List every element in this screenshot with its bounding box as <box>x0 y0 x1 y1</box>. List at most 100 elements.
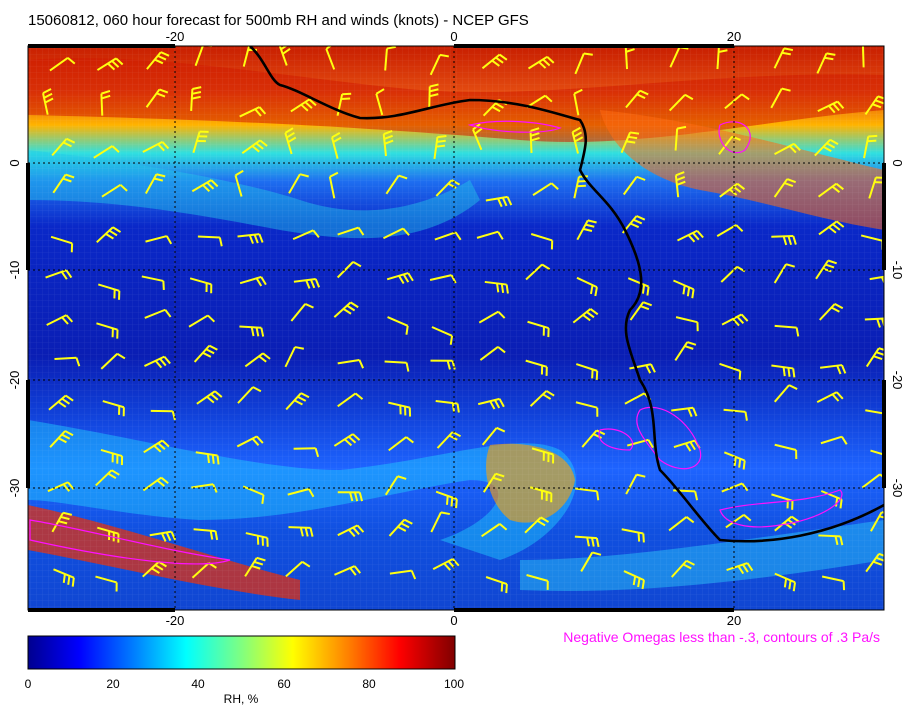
wind-barb <box>96 226 122 243</box>
lon-tick-top-3: 20 <box>727 29 741 44</box>
lon-tick-top-1: -20 <box>166 29 185 44</box>
wind-barb <box>865 552 884 573</box>
wind-barb <box>97 283 121 300</box>
wind-barb <box>627 277 650 296</box>
wind-barb <box>95 469 120 487</box>
colorbar-tick-0: 0 <box>25 677 32 691</box>
wind-barb <box>384 360 410 372</box>
wind-barb <box>721 482 749 493</box>
wind-barb <box>42 88 54 115</box>
wind-barb <box>239 106 267 118</box>
wind-barb <box>290 303 314 322</box>
wind-barb <box>572 308 599 324</box>
wind-barb <box>192 130 209 154</box>
wind-barb <box>720 265 746 283</box>
wind-barb <box>724 93 750 110</box>
wind-barb <box>526 574 549 590</box>
wind-barb <box>388 436 414 452</box>
wind-barb <box>576 276 598 297</box>
wind-barb <box>429 274 457 284</box>
wind-barb <box>46 314 74 326</box>
wind-barb <box>292 229 320 241</box>
wind-barb <box>193 344 218 363</box>
omega-contours <box>29 120 843 565</box>
wind-barb <box>574 535 600 548</box>
wind-barb <box>49 430 74 448</box>
wind-barb <box>621 528 645 543</box>
wind-barb <box>573 88 583 116</box>
wind-barb <box>242 485 265 504</box>
wind-barb <box>384 46 396 71</box>
wind-barb <box>96 57 124 71</box>
wind-barb <box>670 559 695 578</box>
wind-barb <box>191 179 219 193</box>
wind-barb <box>51 137 76 157</box>
omega-note: Negative Omegas less than -.3, contours … <box>563 629 880 645</box>
wind-barb <box>674 171 686 198</box>
wind-barb <box>674 125 687 151</box>
wind-barb <box>774 324 800 337</box>
wind-barb <box>433 134 447 160</box>
wind-barb <box>816 52 836 74</box>
wind-barbs <box>42 46 884 594</box>
wind-barb <box>239 275 267 287</box>
wind-barb <box>719 362 742 381</box>
wind-barb <box>432 558 460 571</box>
wind-barb <box>625 89 649 109</box>
wind-barb <box>571 126 584 154</box>
wind-barb <box>244 556 266 577</box>
wind-barb <box>328 171 339 199</box>
colorbar-tick-80: 80 <box>362 677 376 691</box>
wind-barb <box>773 178 797 198</box>
coastline <box>249 46 884 543</box>
wind-barb <box>576 219 597 241</box>
lat-tick-left-3: -20 <box>7 371 22 390</box>
wind-barb <box>431 326 454 345</box>
wind-barb <box>870 449 884 456</box>
wind-barb <box>429 53 450 76</box>
wind-barb <box>820 435 848 445</box>
wind-barb <box>189 277 213 294</box>
wind-barb <box>245 532 269 547</box>
wind-barb <box>95 575 118 592</box>
wind-barb <box>387 316 409 335</box>
wind-barb <box>814 138 839 157</box>
wind-barb <box>435 179 461 197</box>
wind-barb <box>50 235 74 253</box>
wind-barb <box>525 263 551 281</box>
wind-barb <box>481 523 508 538</box>
wind-barb <box>337 524 365 538</box>
wind-barb <box>818 220 845 236</box>
wind-barb <box>861 46 865 68</box>
wind-barb <box>389 569 417 580</box>
wind-barb <box>725 514 752 529</box>
wind-barb <box>677 229 704 243</box>
wind-barb <box>575 363 599 380</box>
wind-barb <box>382 130 394 157</box>
wind-barb <box>435 400 460 413</box>
wind-barb <box>195 451 220 465</box>
wind-barb <box>333 301 359 318</box>
wind-barb <box>53 568 75 587</box>
wind-barb <box>336 92 352 116</box>
wind-barb <box>142 476 169 492</box>
wind-barb <box>629 363 656 374</box>
wind-barb <box>434 231 462 241</box>
colorbar-tick-20: 20 <box>106 677 120 691</box>
wind-barb <box>237 386 262 404</box>
wind-barb <box>145 88 169 108</box>
wind-barb <box>620 131 640 154</box>
wind-barb <box>47 481 75 493</box>
wind-barb <box>293 277 321 289</box>
wind-barb <box>430 511 451 533</box>
wind-barb <box>675 316 699 332</box>
wind-barb <box>815 259 837 280</box>
wind-barb <box>430 359 456 370</box>
wind-barb <box>481 53 508 70</box>
wind-barb <box>817 182 844 198</box>
lat-tick-right-2: -10 <box>890 261 905 280</box>
wind-barb <box>386 272 414 285</box>
wind-barb <box>774 572 797 592</box>
wind-barb <box>527 55 555 70</box>
colorbar-tick-40: 40 <box>191 677 205 691</box>
